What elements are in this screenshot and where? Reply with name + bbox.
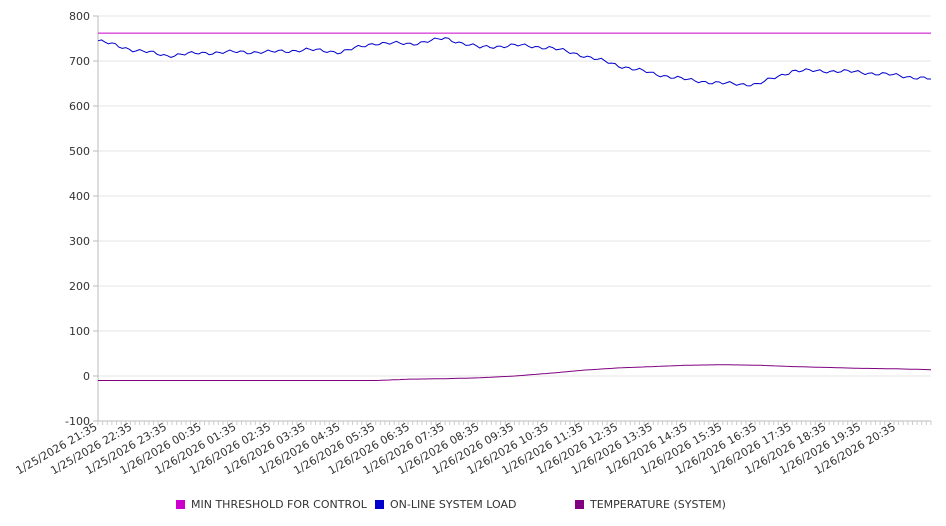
legend-swatch-temperature xyxy=(575,500,584,509)
y-tick-label-0: 800 xyxy=(69,10,90,23)
legend-label-temperature: TEMPERATURE (SYSTEM) xyxy=(590,498,726,511)
y-tick-label-6: 200 xyxy=(69,280,90,293)
y-tick-label-5: 300 xyxy=(69,235,90,248)
series-line-1 xyxy=(97,37,931,87)
series-line-2 xyxy=(98,364,932,381)
legend-label-system-load: ON-LINE SYSTEM LOAD xyxy=(390,498,517,511)
y-tick-label-2: 600 xyxy=(69,100,90,113)
legend-item-min-threshold[interactable]: MIN THRESHOLD FOR CONTROL xyxy=(176,498,367,511)
x-tick-labels: 1/25/2026 21:351/25/2026 22:351/25/2026 … xyxy=(14,420,898,477)
y-tick-label-1: 700 xyxy=(69,55,90,68)
legend-swatch-min-threshold xyxy=(176,500,185,509)
legend-item-system-load[interactable]: ON-LINE SYSTEM LOAD xyxy=(375,498,516,511)
y-tick-label-7: 100 xyxy=(69,325,90,338)
legend: MIN THRESHOLD FOR CONTROL ON-LINE SYSTEM… xyxy=(0,498,946,514)
y-tick-labels: 800 700 600 500 400 300 200 100 0 -100 xyxy=(65,10,90,428)
series-lines xyxy=(97,32,932,381)
legend-item-temperature[interactable]: TEMPERATURE (SYSTEM) xyxy=(575,498,726,511)
y-tick-label-8: 0 xyxy=(83,370,90,383)
legend-label-min-threshold: MIN THRESHOLD FOR CONTROL xyxy=(191,498,367,511)
axes xyxy=(93,15,932,425)
y-tick-label-4: 400 xyxy=(69,190,90,203)
y-tick-label-3: 500 xyxy=(69,145,90,158)
grid xyxy=(98,15,931,422)
y-tick-label-9: -100 xyxy=(65,415,90,428)
legend-swatch-system-load xyxy=(375,500,384,509)
